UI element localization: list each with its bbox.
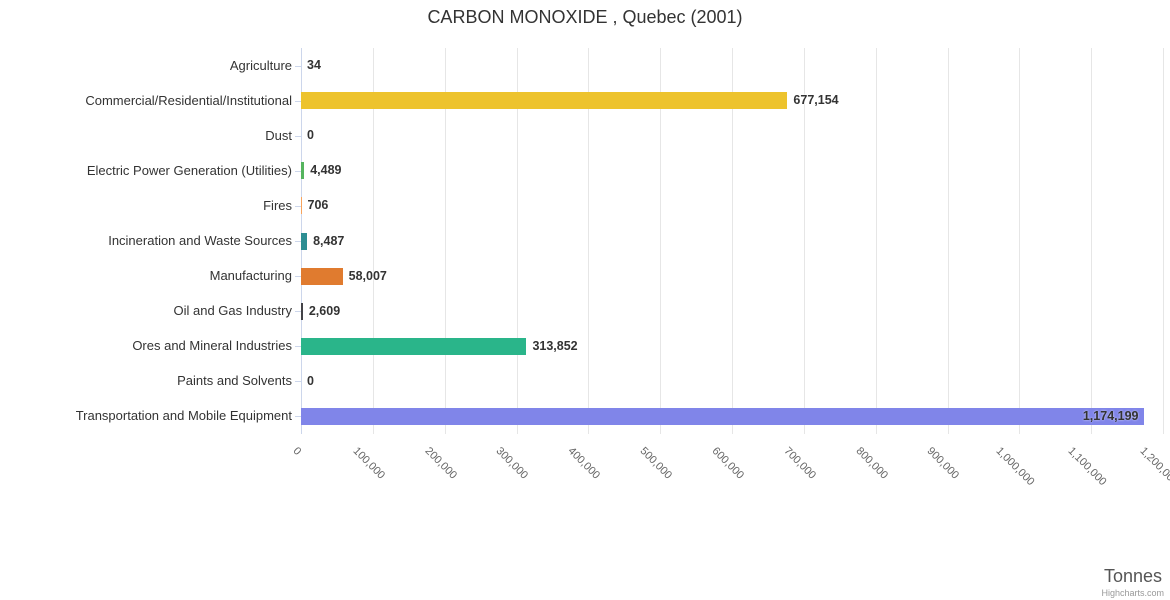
gridline [1163,48,1164,434]
gridline [444,48,446,434]
category-label: Oil and Gas Industry [173,303,293,319]
gridline [516,48,518,434]
chart-title: CARBON MONOXIDE , Quebec (2001) [427,7,743,27]
y-axis-tick [295,206,301,207]
gridline [1019,48,1021,434]
category-label: Paints and Solvents [177,373,292,389]
x-axis-tick-label: 1,100,000 [1065,445,1109,489]
y-axis-tick [295,311,301,312]
value-label: 4,489 [310,163,342,178]
x-axis-title: Tonnes [1103,566,1162,586]
gridline [1091,48,1093,434]
y-axis-tick [295,416,301,417]
value-label: 34 [307,58,321,73]
value-label: 0 [307,373,314,388]
gridline [803,48,805,434]
category-label: Commercial/Residential/Institutional [85,92,292,108]
x-axis-tick-label: 800,000 [853,445,890,482]
gridline [660,48,662,434]
category-label: Manufacturing [209,268,292,284]
value-label: 677,154 [793,93,839,108]
value-label: 58,007 [348,268,387,283]
y-axis-tick [295,171,301,172]
y-axis-tick [295,136,301,137]
value-label: 0 [307,128,314,143]
y-axis-tick [295,346,301,347]
x-axis-tick-label: 0 [290,445,304,458]
x-axis-tick-label: 300,000 [493,445,531,482]
bar[interactable] [301,162,305,180]
y-axis-tick [295,101,301,102]
x-axis-tick-label: 600,000 [709,445,746,482]
gridline [875,48,877,434]
gridline [947,48,949,434]
value-label: 313,852 [532,338,578,353]
bar[interactable] [301,407,1145,425]
gridline [588,48,590,434]
value-label: 1,174,199 [1082,408,1139,423]
x-axis-tick-label: 500,000 [637,445,675,482]
bar[interactable] [301,197,302,215]
category-label: Electric Power Generation (Utilities) [86,162,292,178]
gridline [372,48,374,434]
gridline [732,48,733,434]
value-label: 2,609 [308,303,341,318]
category-label: Ores and Mineral Industries [132,338,292,354]
highcharts-credit[interactable]: Highcharts.com [1101,588,1164,598]
category-label: Agriculture [229,57,292,73]
x-axis-tick-label: 1,000,000 [993,445,1037,489]
x-axis-tick-label: 1,200,000 [1137,445,1170,489]
x-axis-tick-label: 200,000 [422,445,459,482]
value-label: 8,487 [313,233,345,248]
y-axis-tick [295,381,301,382]
y-axis-tick [295,276,301,277]
category-label: Dust [265,127,292,143]
x-axis-tick-label: 700,000 [781,445,818,482]
category-label: Fires [263,197,292,213]
bar[interactable] [301,267,343,285]
x-axis-tick-label: 100,000 [350,445,387,482]
bar[interactable] [301,337,527,355]
y-axis-tick [295,241,301,242]
bar[interactable] [301,302,303,320]
x-axis-tick-label: 400,000 [565,445,603,482]
value-label: 706 [307,198,329,213]
x-axis-tick-label: 900,000 [924,445,962,482]
category-label: Incineration and Waste Sources [108,233,292,248]
category-label: Transportation and Mobile Equipment [75,408,292,424]
y-axis-tick [295,66,301,67]
bar[interactable] [301,92,788,110]
bar[interactable] [301,232,308,250]
